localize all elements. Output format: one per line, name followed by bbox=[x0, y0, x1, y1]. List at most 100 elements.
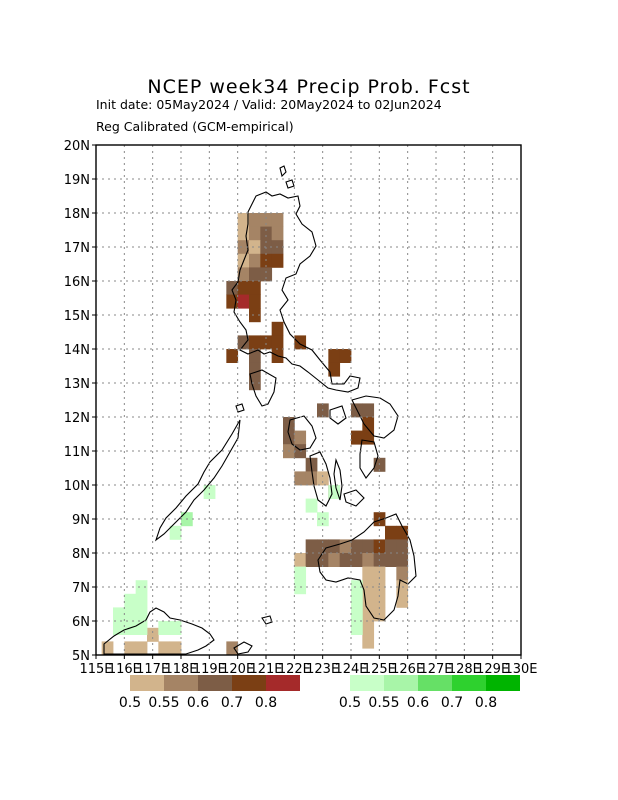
probability-cell bbox=[328, 349, 341, 363]
dry-legend-swatch bbox=[130, 675, 164, 691]
probability-cell bbox=[226, 349, 239, 363]
map-dates-subtitle: Init date: 05May2024 / Valid: 20May2024 … bbox=[96, 97, 442, 112]
coastlines bbox=[103, 165, 417, 655]
latitude-label: 19N bbox=[64, 173, 90, 188]
probability-cell bbox=[351, 593, 363, 608]
probability-cell bbox=[339, 539, 352, 554]
wet-legend-swatch bbox=[452, 675, 486, 691]
latitude-label: 18N bbox=[64, 207, 90, 222]
probability-cell bbox=[169, 641, 182, 656]
wet-legend-label: 0.7 bbox=[441, 695, 463, 711]
longitude-label: 124E bbox=[334, 662, 367, 677]
longitude-label: 116E bbox=[108, 662, 141, 677]
map-frame bbox=[95, 144, 522, 656]
wet-legend-swatch bbox=[384, 675, 418, 691]
probability-cell bbox=[237, 226, 250, 241]
probability-cell bbox=[385, 553, 397, 567]
probability-cell bbox=[249, 335, 261, 350]
probability-cell bbox=[351, 621, 363, 635]
borneo-coastline bbox=[103, 607, 215, 655]
masbate-coastline bbox=[329, 405, 347, 425]
probability-cell bbox=[362, 539, 375, 554]
probability-cell bbox=[294, 335, 307, 350]
mindanao-coastline bbox=[317, 513, 417, 621]
probability-cell bbox=[305, 498, 318, 513]
probability-cell bbox=[147, 627, 159, 642]
dry-legend-label: 0.5 bbox=[119, 695, 141, 711]
map-title: NCEP week34 Precip Prob. Fcst bbox=[147, 76, 471, 98]
probability-cell bbox=[373, 566, 386, 581]
probability-cell bbox=[362, 566, 375, 581]
palawan-coastline bbox=[154, 419, 241, 542]
probability-cell bbox=[226, 294, 239, 309]
probability-cell bbox=[249, 226, 261, 241]
longitude-label: 115E bbox=[79, 662, 112, 677]
probability-cell bbox=[135, 621, 148, 635]
probability-cell bbox=[305, 539, 318, 554]
probability-cell bbox=[317, 539, 329, 554]
probability-cell bbox=[317, 512, 329, 527]
probability-cell bbox=[373, 593, 386, 608]
probability-cell bbox=[135, 641, 148, 656]
wet-legend-swatch bbox=[418, 675, 452, 691]
latitude-label: 12N bbox=[64, 411, 90, 426]
dry-legend-label: 0.8 bbox=[255, 695, 277, 711]
probability-cells bbox=[101, 213, 409, 656]
probability-cell bbox=[135, 607, 148, 622]
probability-cell bbox=[237, 281, 250, 295]
longitude-label: 126E bbox=[391, 662, 424, 677]
wet-legend-label: 0.55 bbox=[368, 695, 399, 711]
latitude-label: 14N bbox=[64, 343, 90, 358]
probability-cell bbox=[249, 253, 261, 268]
probability-cell bbox=[169, 621, 182, 635]
probability-cell bbox=[362, 580, 375, 595]
probability-cell bbox=[260, 213, 273, 227]
probability-cell bbox=[158, 621, 171, 635]
probability-cell bbox=[351, 430, 363, 445]
mindoro-coastline bbox=[249, 369, 277, 407]
probability-cell bbox=[169, 525, 182, 540]
latitude-label: 5N bbox=[72, 649, 90, 664]
wet-legend-label: 0.6 bbox=[407, 695, 429, 711]
dry-legend-swatch bbox=[198, 675, 232, 691]
probability-cell bbox=[294, 471, 307, 486]
probability-cell bbox=[351, 553, 363, 567]
probability-cell bbox=[362, 634, 375, 649]
latitude-label: 11N bbox=[64, 445, 90, 460]
dry-legend-label: 0.7 bbox=[221, 695, 243, 711]
probability-cell bbox=[249, 362, 261, 377]
probability-cell bbox=[124, 607, 137, 622]
probability-cell bbox=[158, 641, 171, 656]
probability-cell bbox=[396, 525, 409, 540]
bohol-coastline bbox=[343, 489, 365, 507]
latitude-label: 9N bbox=[72, 513, 90, 528]
probability-cell bbox=[113, 607, 125, 622]
probability-cell bbox=[271, 226, 284, 241]
latitude-label: 8N bbox=[72, 547, 90, 562]
axis-ticks bbox=[92, 144, 522, 659]
probability-cell bbox=[203, 485, 216, 499]
probability-cell bbox=[237, 335, 250, 350]
probability-cell bbox=[237, 267, 250, 282]
sulu-islands-coastline bbox=[233, 641, 253, 655]
probability-cell bbox=[271, 335, 284, 350]
latitude-label: 7N bbox=[72, 581, 90, 596]
wet-legend-label: 0.8 bbox=[475, 695, 497, 711]
probability-cell bbox=[294, 553, 307, 567]
probability-cell bbox=[362, 430, 375, 445]
probability-cell bbox=[351, 539, 363, 554]
longitude-label: 127E bbox=[419, 662, 452, 677]
wet-legend-label: 0.5 bbox=[339, 695, 361, 711]
longitude-label: 130E bbox=[504, 662, 537, 677]
small-island-2 bbox=[261, 615, 273, 625]
gridlines bbox=[96, 145, 521, 655]
cebu-coastline bbox=[333, 457, 343, 501]
probability-cell bbox=[362, 607, 375, 622]
probability-cell bbox=[249, 349, 261, 363]
probability-cell bbox=[271, 253, 284, 268]
probability-cell bbox=[237, 213, 250, 227]
wet-legend-swatch bbox=[486, 675, 520, 691]
probability-cell bbox=[294, 430, 307, 445]
probability-cell bbox=[124, 641, 137, 656]
